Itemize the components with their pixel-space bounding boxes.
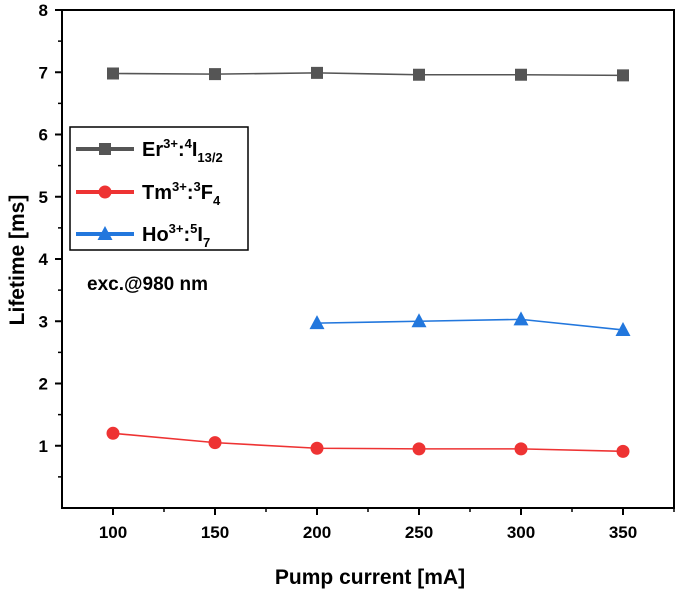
data-point [514, 442, 528, 456]
legend-item: Tm3+:3F4 [76, 179, 221, 208]
data-point [615, 321, 631, 336]
legend-marker [98, 185, 112, 199]
y-tick-label: 5 [39, 188, 48, 207]
x-tick-label: 200 [303, 523, 331, 542]
data-point [412, 442, 426, 456]
y-tick-label: 8 [39, 1, 48, 20]
y-tick-label: 7 [39, 63, 48, 82]
data-point [413, 68, 425, 81]
data-point [106, 426, 120, 440]
data-point [513, 311, 529, 326]
legend-marker [99, 143, 111, 155]
y-axis-label: Lifetime [ms] [6, 195, 29, 326]
series-line [112, 72, 624, 77]
data-point [515, 68, 527, 81]
y-tick-label: 4 [39, 250, 49, 269]
series-line [112, 432, 624, 453]
series-circle [106, 426, 630, 458]
x-tick-label: 350 [609, 523, 637, 542]
series-line [316, 318, 624, 331]
data-point [107, 67, 119, 80]
y-tick-label: 6 [39, 126, 48, 145]
legend-item: Er3+:4I13/2 [76, 136, 223, 165]
y-tick-label: 3 [39, 312, 48, 331]
legend-item: Ho3+:5I7 [76, 221, 210, 250]
legend-label: Ho3+:5I7 [142, 221, 210, 250]
legend: Er3+:4I13/2 Tm3+:3F4 Ho3+:5I7 [69, 126, 249, 251]
x-tick-label: 250 [405, 523, 433, 542]
legend-label: Tm3+:3F4 [142, 179, 221, 208]
data-point [616, 444, 630, 458]
series-layer [106, 66, 631, 458]
x-tick-label: 300 [507, 523, 535, 542]
data-point [309, 315, 325, 330]
data-point [310, 441, 324, 455]
data-point [311, 66, 323, 79]
y-tick-label: 2 [39, 375, 48, 394]
annotation-excitation: exc.@980 nm [87, 274, 208, 295]
legend-marker [97, 226, 113, 240]
x-tick-label: 100 [99, 523, 127, 542]
data-point [617, 69, 629, 82]
ticks: 100 150 200 250 300 350 1 2 3 4 5 6 7 8 [39, 1, 675, 542]
x-tick-label: 150 [201, 523, 229, 542]
y-tick-label: 1 [39, 437, 48, 456]
series-triangle [309, 311, 631, 336]
series-square [107, 66, 629, 82]
plot-frame [61, 9, 675, 509]
data-point [411, 313, 427, 328]
x-axis-label: Pump current [mA] [275, 566, 465, 589]
legend-label: Er3+:4I13/2 [142, 136, 223, 165]
legend-items: Er3+:4I13/2 Tm3+:3F4 Ho3+:5I7 [76, 136, 223, 250]
data-point [208, 436, 222, 450]
data-point [209, 68, 221, 81]
